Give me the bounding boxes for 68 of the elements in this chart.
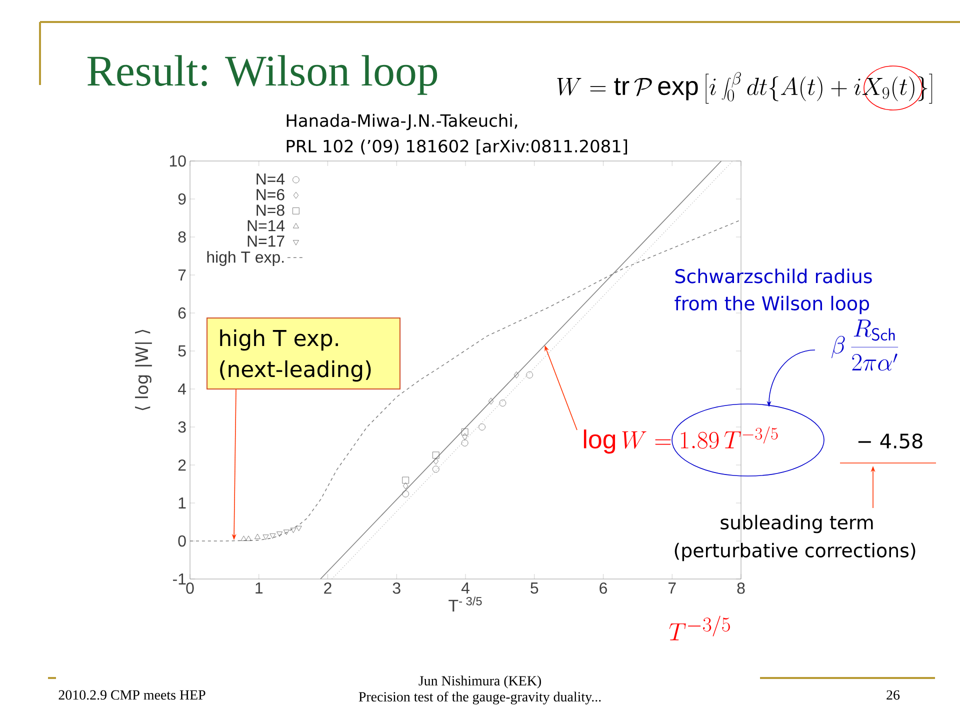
point <box>402 490 409 498</box>
y-tick-label: -1 <box>173 574 186 584</box>
y-tick-label: 5 <box>178 345 186 357</box>
point <box>514 372 520 378</box>
x-tick-label: 4 <box>461 582 470 594</box>
point <box>432 452 440 459</box>
point <box>488 398 494 405</box>
y-tick-label: 2 <box>178 459 186 471</box>
x-tick-label: 1 <box>256 582 263 594</box>
text: Hanada-Miwa-J.N.-Takeuchi, <box>286 114 518 130</box>
y-tick-label: 0 <box>178 535 186 547</box>
point <box>240 536 247 541</box>
x-tick-label: 8 <box>737 582 745 594</box>
annotation: Schwarzschild radius <box>675 268 872 284</box>
annotation: high T exp. <box>220 329 338 351</box>
legend-label: N=17 <box>248 236 284 247</box>
point <box>402 482 408 490</box>
text: − 4.58 <box>858 433 922 449</box>
annotation: subleading term <box>720 514 873 534</box>
annotation: from the Wilson loop <box>674 296 870 314</box>
y-axis-title: ⟨ log |W| ⟩ <box>134 330 152 410</box>
x-tick-label: 3 <box>392 582 400 594</box>
text: 26 <box>886 690 900 700</box>
x-tick-label: 2 <box>324 582 332 594</box>
point <box>246 536 252 541</box>
point <box>432 466 440 473</box>
point <box>499 400 506 406</box>
text: 2010.2.9 CMP meets HEP <box>58 690 206 700</box>
x-tick-label: 0 <box>186 582 194 594</box>
point <box>461 428 468 436</box>
point <box>402 476 409 484</box>
point <box>262 534 269 540</box>
y-tick-label: 4 <box>178 384 186 394</box>
y-tick-label: 10 <box>170 155 186 167</box>
text: PRL 102 (’09) 181602 [arXiv:0811.2081] <box>286 139 628 155</box>
y-tick-label: 6 <box>178 307 186 319</box>
point <box>462 433 468 440</box>
chart-title: Result: Wilson loop <box>87 55 438 95</box>
legend-label: N=14 <box>248 220 285 232</box>
x-axis-title: T$^{- 3/5}$ <box>448 596 482 612</box>
point <box>254 534 260 539</box>
y-tick-label: 8 <box>178 231 186 243</box>
point <box>461 440 468 446</box>
annotation: (next-leading) <box>220 360 371 382</box>
x-tick-label: 5 <box>530 582 538 594</box>
text: $\beta\,\frac{R_{\mathsf{Sch}}}{2\pi\alpha'}$ <box>831 320 898 371</box>
y-tick-label: 9 <box>178 193 186 205</box>
point <box>290 528 296 533</box>
legend-label: high T exp. <box>207 251 284 266</box>
text: Precision test of the gauge-gravity duality... <box>358 692 601 704</box>
legend-label: N=8 <box>256 204 284 216</box>
point <box>276 532 283 537</box>
x-tick-label: 7 <box>668 582 676 594</box>
point <box>526 372 533 378</box>
text: $T^{-3/5}$ <box>669 616 730 640</box>
y-tick-label: 7 <box>178 270 186 280</box>
y-tick-label: 3 <box>178 421 186 433</box>
point <box>478 424 486 430</box>
annotation: (perturbative corrections) <box>674 542 916 562</box>
text: Jun Nishimura (KEK) <box>418 676 541 688</box>
legend-label: N=6 <box>256 188 284 200</box>
point <box>283 530 290 535</box>
point <box>270 534 276 539</box>
point <box>296 526 302 532</box>
x-tick-label: 6 <box>600 582 607 594</box>
legend-label: N=4 <box>256 174 285 185</box>
point <box>433 458 438 465</box>
y-tick-label: 1 <box>178 498 186 508</box>
